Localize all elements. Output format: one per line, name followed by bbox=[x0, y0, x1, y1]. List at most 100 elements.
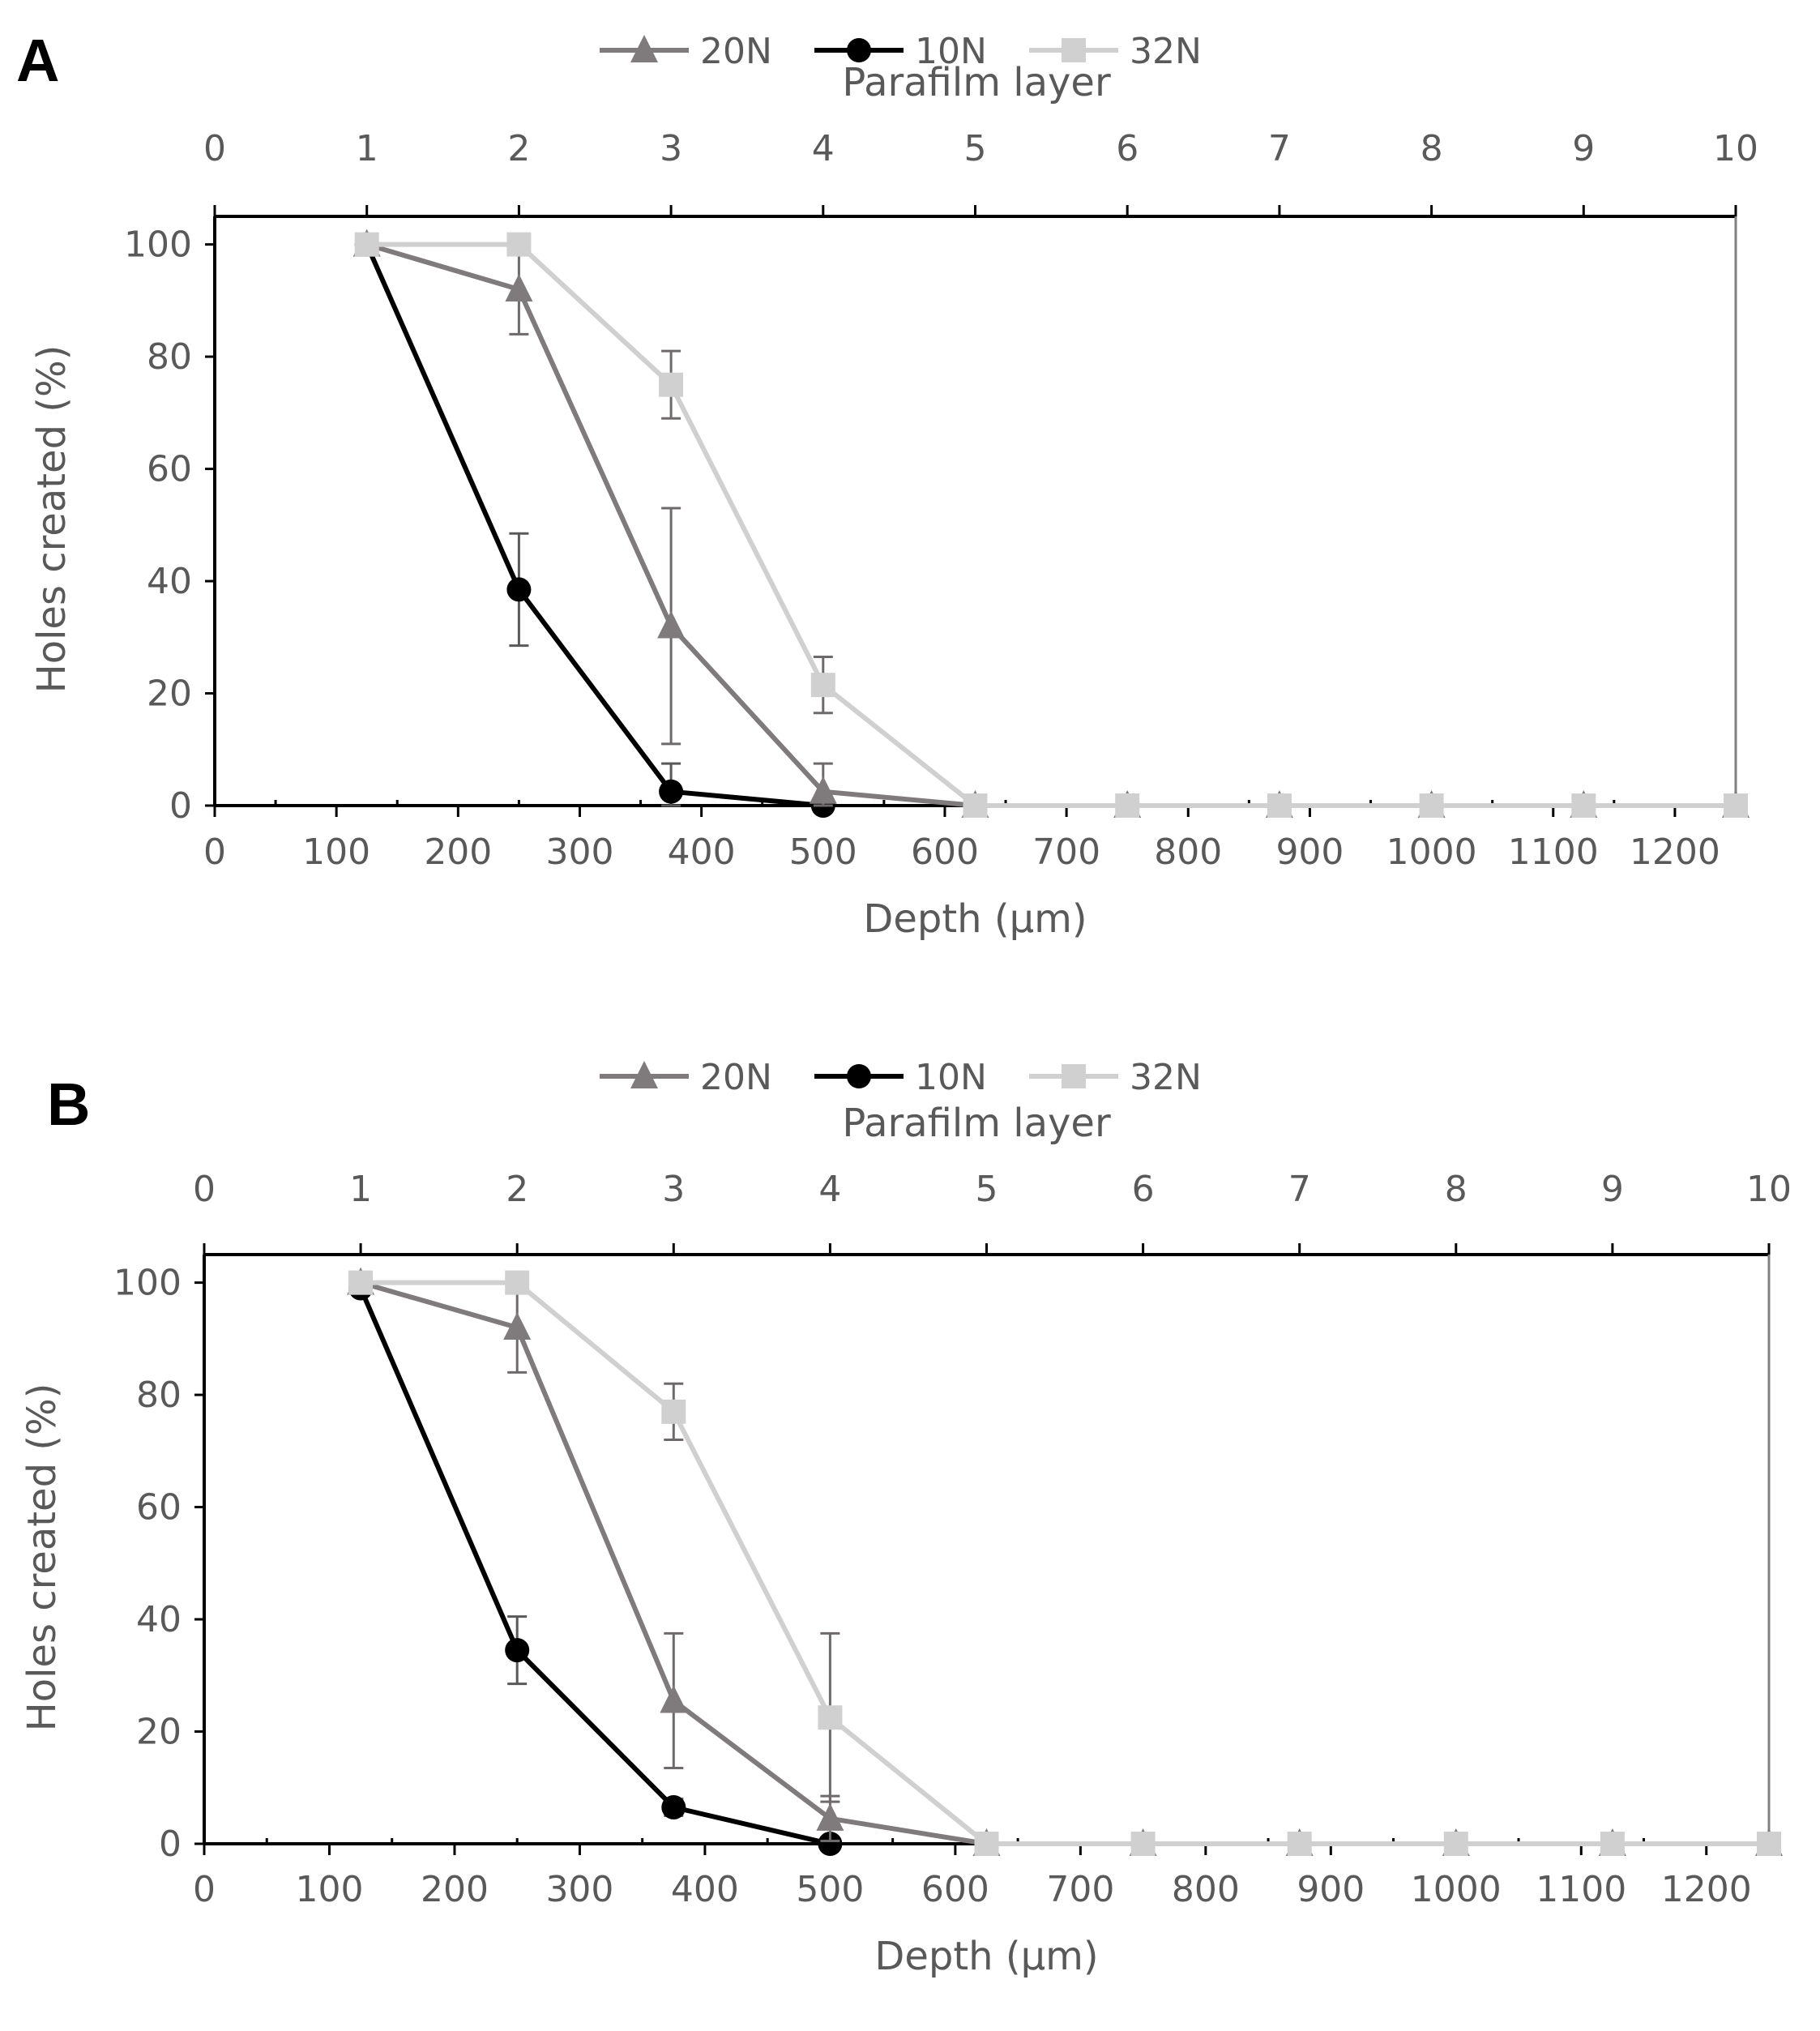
legend-item: 10N bbox=[814, 31, 987, 72]
data-point bbox=[348, 1270, 374, 1295]
data-point bbox=[1419, 793, 1444, 818]
data-point bbox=[354, 232, 379, 257]
x2-axis-title: Parafilm layer bbox=[842, 60, 1111, 105]
data-point bbox=[660, 1685, 688, 1713]
x2-tick-label: 9 bbox=[1601, 1169, 1624, 1210]
x2-tick-label: 3 bbox=[660, 128, 682, 169]
x2-tick-label: 9 bbox=[1572, 128, 1595, 169]
y-tick-label: 80 bbox=[136, 1375, 182, 1416]
data-point bbox=[505, 1270, 530, 1295]
x-tick-label: 200 bbox=[424, 832, 492, 873]
x-tick-label: 500 bbox=[796, 1869, 864, 1910]
x-tick-label: 500 bbox=[789, 832, 857, 873]
y-tick-label: 100 bbox=[113, 1263, 182, 1304]
data-point bbox=[659, 779, 684, 804]
data-point bbox=[1115, 793, 1140, 818]
x-tick-label: 100 bbox=[302, 832, 370, 873]
y-tick-label: 80 bbox=[147, 336, 192, 378]
x2-tick-label: 4 bbox=[818, 1169, 841, 1210]
x-tick-label: 600 bbox=[911, 832, 979, 873]
data-point bbox=[809, 776, 837, 804]
data-point bbox=[963, 793, 988, 818]
panel-label: A bbox=[16, 27, 59, 94]
data-point bbox=[1571, 793, 1596, 818]
data-point bbox=[1287, 1832, 1312, 1856]
legend-marker bbox=[630, 35, 658, 62]
x2-tick-label: 7 bbox=[1288, 1169, 1311, 1210]
x-tick-label: 700 bbox=[1046, 1869, 1114, 1910]
x-tick-label: 800 bbox=[1172, 1869, 1240, 1910]
x2-tick-label: 4 bbox=[812, 128, 835, 169]
data-point bbox=[810, 673, 835, 698]
y-tick-label: 40 bbox=[147, 561, 192, 602]
data-point bbox=[1724, 793, 1748, 818]
x2-tick-label: 10 bbox=[1746, 1169, 1792, 1210]
data-point bbox=[974, 1832, 999, 1856]
series-line bbox=[364, 243, 824, 808]
x-tick-label: 1100 bbox=[1536, 1869, 1626, 1910]
data-point bbox=[503, 1312, 532, 1340]
x-tick-label: 0 bbox=[203, 832, 226, 873]
legend-item: 32N bbox=[1029, 31, 1202, 72]
series-line bbox=[365, 242, 1736, 808]
data-point bbox=[659, 372, 684, 397]
x2-tick-label: 8 bbox=[1445, 1169, 1468, 1210]
y-axis-title: Holes created (%) bbox=[19, 1383, 65, 1732]
data-point bbox=[818, 1832, 843, 1856]
series-32N bbox=[354, 232, 1748, 818]
y-tick-label: 100 bbox=[124, 224, 192, 266]
data-point bbox=[1130, 1832, 1156, 1856]
data-point bbox=[818, 1705, 843, 1730]
series-line bbox=[366, 242, 1736, 808]
legend-label: 32N bbox=[1130, 1057, 1202, 1098]
legend-label: 20N bbox=[700, 31, 772, 72]
legend-marker bbox=[1062, 1064, 1086, 1088]
legend-marker bbox=[847, 38, 871, 62]
x-tick-label: 600 bbox=[921, 1869, 989, 1910]
x2-tick-label: 5 bbox=[976, 1169, 998, 1210]
legend-marker bbox=[847, 1064, 871, 1088]
x-axis-title: Depth (µm) bbox=[863, 896, 1087, 942]
data-point bbox=[1600, 1832, 1625, 1856]
x-tick-label: 1000 bbox=[1386, 832, 1477, 873]
x2-tick-label: 1 bbox=[349, 1169, 372, 1210]
legend-item: 32N bbox=[1029, 1057, 1202, 1098]
x-axis-title: Depth (µm) bbox=[874, 1934, 1098, 1979]
legend-marker bbox=[1062, 38, 1086, 62]
y-tick-label: 0 bbox=[169, 785, 192, 827]
legend-label: 20N bbox=[700, 1057, 772, 1098]
x2-tick-label: 8 bbox=[1421, 128, 1443, 169]
data-point bbox=[505, 1638, 530, 1663]
y-tick-label: 60 bbox=[147, 449, 192, 490]
y-tick-label: 0 bbox=[159, 1824, 182, 1865]
series-32N bbox=[348, 1270, 1781, 1856]
data-point bbox=[816, 1802, 844, 1831]
series-line bbox=[358, 1287, 831, 1846]
series-20N bbox=[352, 229, 1750, 818]
x-tick-label: 100 bbox=[295, 1869, 363, 1910]
x-tick-label: 300 bbox=[545, 832, 613, 873]
panel-label: B bbox=[47, 1071, 90, 1138]
legend-label: 10N bbox=[915, 31, 987, 72]
data-point bbox=[1267, 793, 1292, 818]
x2-tick-label: 5 bbox=[964, 128, 987, 169]
y-tick-label: 60 bbox=[136, 1487, 182, 1529]
x-tick-label: 1200 bbox=[1661, 1869, 1752, 1910]
x2-tick-label: 2 bbox=[507, 128, 530, 169]
series-20N bbox=[347, 1267, 1783, 1856]
x2-tick-label: 10 bbox=[1713, 128, 1758, 169]
series-line bbox=[360, 1280, 1769, 1846]
series-line bbox=[361, 1280, 1769, 1846]
x-tick-label: 800 bbox=[1154, 832, 1222, 873]
x-tick-label: 400 bbox=[671, 1869, 739, 1910]
x-tick-label: 300 bbox=[545, 1869, 613, 1910]
x2-tick-label: 2 bbox=[506, 1169, 528, 1210]
x2-tick-label: 3 bbox=[662, 1169, 685, 1210]
data-point bbox=[506, 577, 532, 602]
x-tick-label: 400 bbox=[668, 832, 736, 873]
x-tick-label: 900 bbox=[1297, 1869, 1365, 1910]
x-tick-label: 1200 bbox=[1630, 832, 1720, 873]
